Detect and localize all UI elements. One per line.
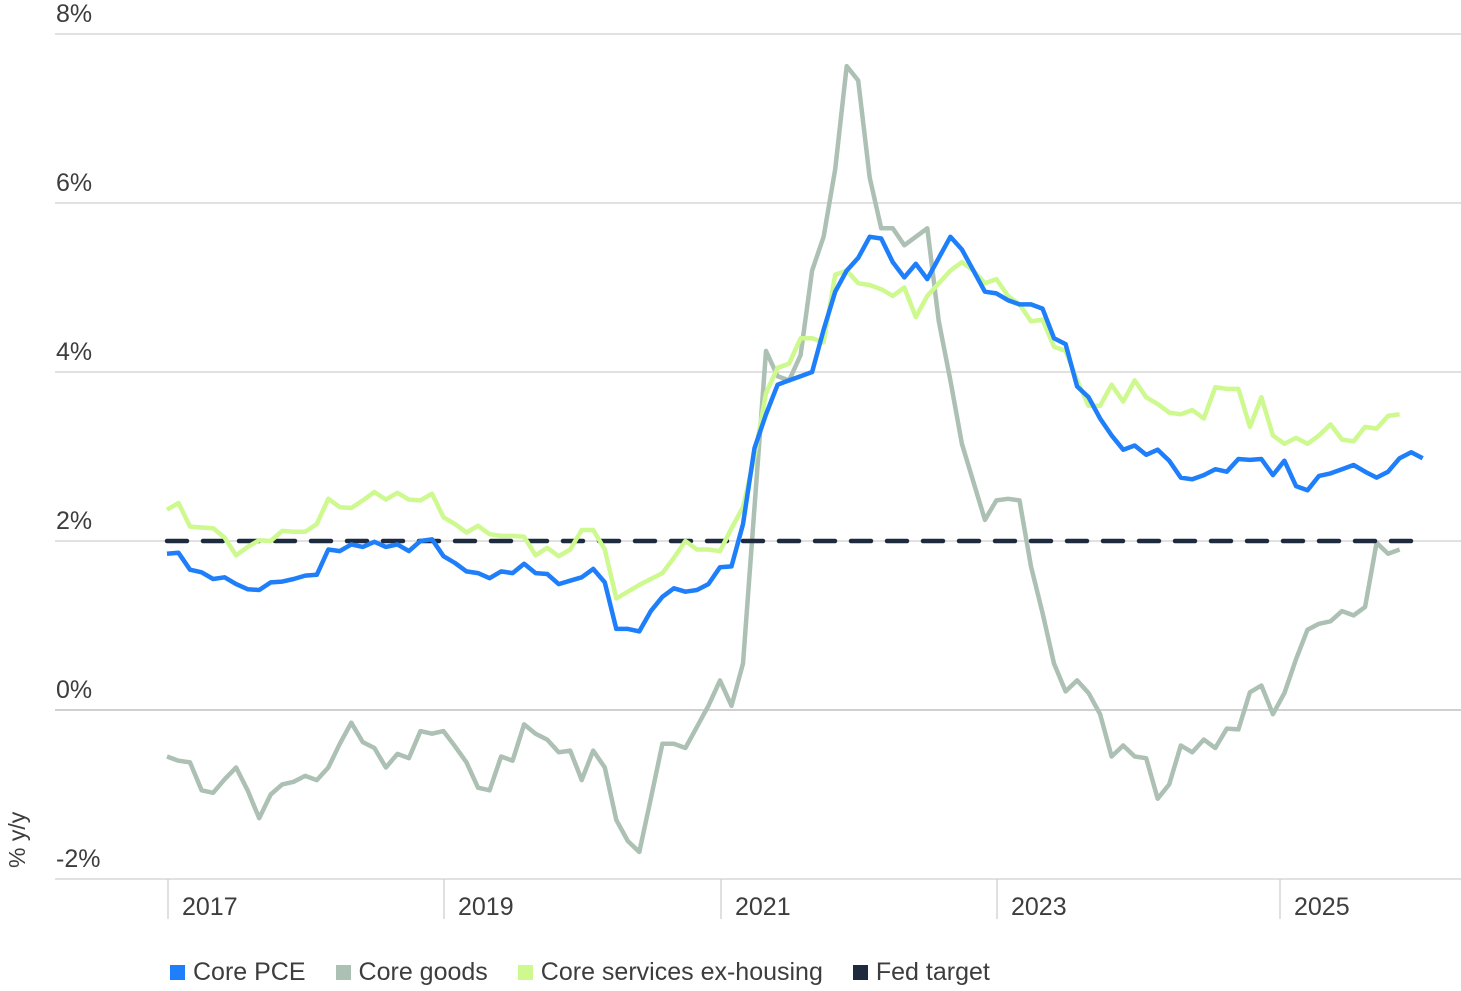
series-line-core-pce — [166, 234, 1424, 634]
y-tick-label: -2% — [56, 845, 101, 873]
legend-item-core-goods[interactable]: Core goods — [335, 958, 488, 987]
series-lines — [164, 63, 1425, 855]
legend-swatch-icon — [170, 965, 185, 980]
legend-label: Core services ex-housing — [540, 958, 823, 986]
y-tick-label: 4% — [56, 338, 93, 366]
legend-label: Core goods — [358, 958, 488, 986]
series-line-core-services-ex-housing — [165, 259, 1400, 601]
y-tick-label: 6% — [56, 169, 93, 197]
legend-swatch-icon — [335, 965, 351, 980]
y-tick-label: 8% — [56, 0, 93, 28]
x-tick-label: 2025 — [1294, 893, 1350, 921]
x-axis — [167, 879, 1281, 919]
y-axis-label: % y/y — [4, 811, 30, 868]
legend-item-core-pce[interactable]: Core PCE — [170, 958, 306, 987]
x-tick-label: 2017 — [182, 893, 238, 921]
x-tick-label: 2023 — [1011, 893, 1067, 921]
y-tick-label: 2% — [56, 507, 93, 535]
legend-label: Core PCE — [193, 958, 306, 986]
legend-item-fed-target[interactable]: Fed target — [852, 958, 990, 987]
legend-swatch-icon — [517, 965, 533, 980]
series-line-core-goods — [166, 63, 1401, 855]
legend-item-core-services[interactable]: Core services ex-housing — [517, 958, 823, 987]
legend-swatch-icon — [852, 965, 868, 980]
x-tick-label: 2021 — [735, 893, 791, 921]
x-tick-label: 2019 — [458, 893, 514, 921]
legend-label: Fed target — [875, 958, 990, 986]
legend: Core PCE Core goods Core services ex-hou… — [170, 958, 990, 987]
y-tick-label: 0% — [56, 676, 93, 704]
